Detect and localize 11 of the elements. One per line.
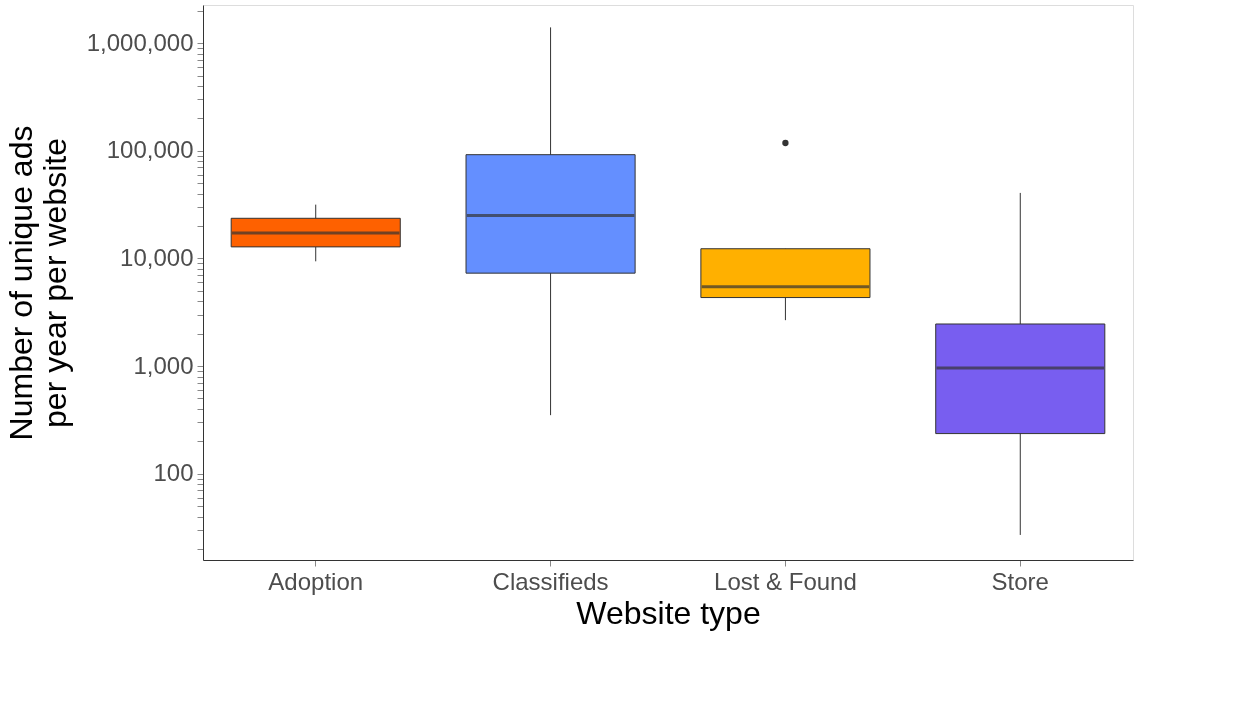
x-tick-label: Adoption bbox=[268, 567, 364, 595]
y-tick-label: 100 bbox=[153, 459, 194, 487]
x-tick-label: Store bbox=[991, 567, 1049, 595]
x-tick-label: Classifieds bbox=[492, 567, 609, 595]
y-tick-label: 1,000,000 bbox=[86, 28, 194, 56]
y-tick-label: 100,000 bbox=[106, 136, 194, 164]
y-tick-label: 1,000 bbox=[133, 351, 194, 379]
x-axis-title: Website type bbox=[576, 594, 761, 631]
y-tick-label: 10,000 bbox=[120, 243, 194, 271]
x-tick-label: Lost & Found bbox=[714, 567, 857, 595]
y-axis-title: Number of unique ads per year per website bbox=[2, 125, 73, 441]
